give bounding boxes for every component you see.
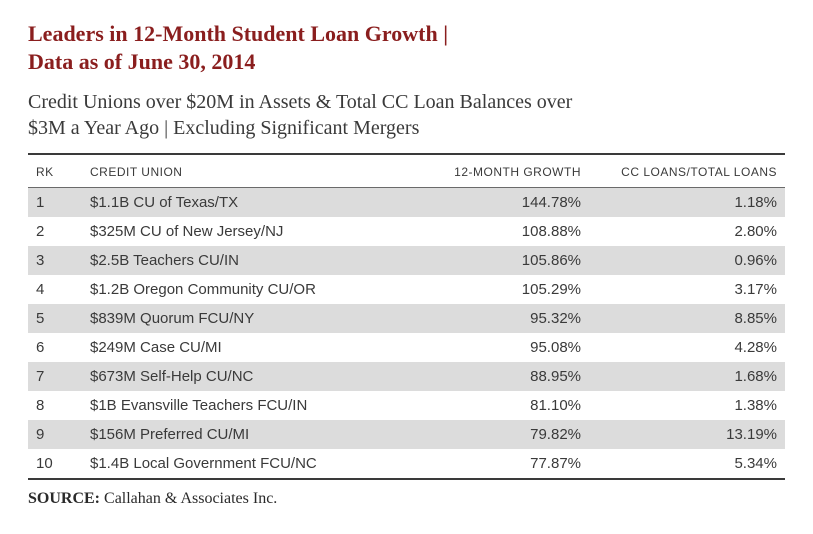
cell-rk: 1: [28, 188, 82, 218]
table-row: 8 $1B Evansville Teachers FCU/IN 81.10% …: [28, 391, 785, 420]
cell-cu: $673M Self-Help CU/NC: [82, 362, 393, 391]
source-value: Callahan & Associates Inc.: [104, 490, 277, 507]
cell-rk: 3: [28, 246, 82, 275]
source-line: SOURCE: Callahan & Associates Inc.: [28, 486, 785, 508]
cell-ratio: 3.17%: [589, 275, 785, 304]
col-header-rk: RK: [28, 155, 82, 188]
cell-rk: 6: [28, 333, 82, 362]
page-title: Leaders in 12-Month Student Loan Growth …: [28, 20, 785, 75]
cell-ratio: 5.34%: [589, 449, 785, 478]
table-row: 1 $1.1B CU of Texas/TX 144.78% 1.18%: [28, 188, 785, 218]
table-row: 2 $325M CU of New Jersey/NJ 108.88% 2.80…: [28, 217, 785, 246]
cell-rk: 8: [28, 391, 82, 420]
cell-rk: 7: [28, 362, 82, 391]
cell-growth: 88.95%: [393, 362, 589, 391]
table-row: 6 $249M Case CU/MI 95.08% 4.28%: [28, 333, 785, 362]
cell-rk: 10: [28, 449, 82, 478]
cell-cu: $1.4B Local Government FCU/NC: [82, 449, 393, 478]
cell-rk: 2: [28, 217, 82, 246]
subtitle-line-2: $3M a Year Ago | Excluding Significant M…: [28, 117, 419, 139]
table-row: 5 $839M Quorum FCU/NY 95.32% 8.85%: [28, 304, 785, 333]
subtitle-line-1: Credit Unions over $20M in Assets & Tota…: [28, 91, 572, 113]
cell-ratio: 0.96%: [589, 246, 785, 275]
cell-growth: 95.08%: [393, 333, 589, 362]
table-row: 4 $1.2B Oregon Community CU/OR 105.29% 3…: [28, 275, 785, 304]
cell-growth: 79.82%: [393, 420, 589, 449]
col-header-ratio: CC LOANS/TOTAL LOANS: [589, 155, 785, 188]
cell-ratio: 8.85%: [589, 304, 785, 333]
cell-growth: 108.88%: [393, 217, 589, 246]
cell-cu: $2.5B Teachers CU/IN: [82, 246, 393, 275]
table-row: 7 $673M Self-Help CU/NC 88.95% 1.68%: [28, 362, 785, 391]
cell-cu: $1B Evansville Teachers FCU/IN: [82, 391, 393, 420]
page-subtitle: Credit Unions over $20M in Assets & Tota…: [28, 89, 785, 141]
cell-ratio: 1.38%: [589, 391, 785, 420]
cell-ratio: 1.68%: [589, 362, 785, 391]
cell-growth: 105.86%: [393, 246, 589, 275]
table-row: 10 $1.4B Local Government FCU/NC 77.87% …: [28, 449, 785, 478]
cell-rk: 9: [28, 420, 82, 449]
cell-rk: 5: [28, 304, 82, 333]
table-body: 1 $1.1B CU of Texas/TX 144.78% 1.18% 2 $…: [28, 188, 785, 479]
cell-cu: $156M Preferred CU/MI: [82, 420, 393, 449]
cell-ratio: 13.19%: [589, 420, 785, 449]
cell-growth: 81.10%: [393, 391, 589, 420]
cell-cu: $1.1B CU of Texas/TX: [82, 188, 393, 218]
cell-growth: 77.87%: [393, 449, 589, 478]
growth-table: RK CREDIT UNION 12-MONTH GROWTH CC LOANS…: [28, 155, 785, 478]
cell-ratio: 2.80%: [589, 217, 785, 246]
cell-growth: 144.78%: [393, 188, 589, 218]
table-row: 3 $2.5B Teachers CU/IN 105.86% 0.96%: [28, 246, 785, 275]
table-header-row: RK CREDIT UNION 12-MONTH GROWTH CC LOANS…: [28, 155, 785, 188]
cell-ratio: 4.28%: [589, 333, 785, 362]
title-line-2: Data as of June 30, 2014: [28, 49, 255, 74]
source-label: SOURCE:: [28, 490, 100, 507]
bottom-rule: [28, 478, 785, 480]
cell-ratio: 1.18%: [589, 188, 785, 218]
col-header-growth: 12-MONTH GROWTH: [393, 155, 589, 188]
cell-cu: $839M Quorum FCU/NY: [82, 304, 393, 333]
title-line-1: Leaders in 12-Month Student Loan Growth …: [28, 21, 448, 46]
cell-cu: $1.2B Oregon Community CU/OR: [82, 275, 393, 304]
col-header-cu: CREDIT UNION: [82, 155, 393, 188]
cell-cu: $249M Case CU/MI: [82, 333, 393, 362]
cell-growth: 95.32%: [393, 304, 589, 333]
cell-rk: 4: [28, 275, 82, 304]
cell-growth: 105.29%: [393, 275, 589, 304]
cell-cu: $325M CU of New Jersey/NJ: [82, 217, 393, 246]
table-row: 9 $156M Preferred CU/MI 79.82% 13.19%: [28, 420, 785, 449]
